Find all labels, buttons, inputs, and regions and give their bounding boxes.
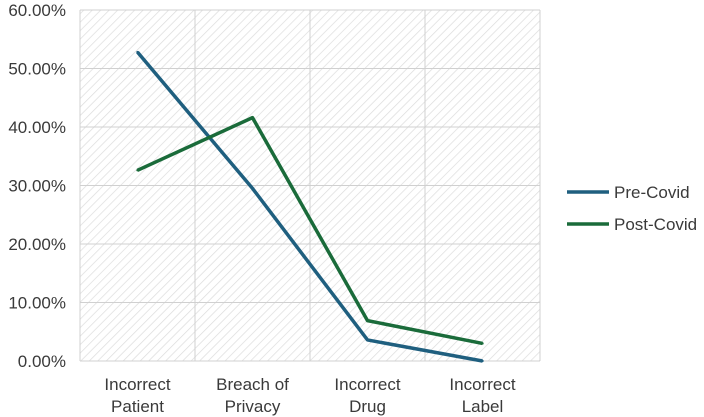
- data-point: [481, 342, 484, 345]
- series-line-post-covid: [136, 115, 483, 346]
- legend-label: Pre-Covid: [614, 183, 690, 202]
- y-tick-label: 40.00%: [8, 118, 66, 137]
- legend: Pre-Covid Post-Covid: [567, 183, 697, 234]
- series-lines: [136, 50, 484, 363]
- y-tick-label: 10.00%: [8, 294, 66, 313]
- data-point: [136, 169, 139, 172]
- x-axis-ticks: Incorrect Patient Breach of Privacy Incorrec…: [104, 375, 515, 416]
- y-tick-label: 30.00%: [8, 177, 66, 196]
- data-point: [251, 187, 254, 190]
- y-tick-label: 50.00%: [8, 60, 66, 79]
- y-axis-ticks: 0.00% 10.00% 20.00% 30.00% 40.00% 50.00% 60.00…: [8, 1, 66, 371]
- gridlines: [79, 9, 541, 362]
- x-tick-label: Incorrect Label: [449, 375, 515, 416]
- data-point: [366, 319, 369, 322]
- y-tick-label: 60.00%: [8, 1, 66, 20]
- y-tick-label: 20.00%: [8, 235, 66, 254]
- series-line-pre-covid: [136, 50, 483, 363]
- data-point: [366, 338, 369, 342]
- y-tick-label: 0.00%: [18, 352, 66, 371]
- legend-label: Post-Covid: [614, 215, 697, 234]
- x-tick-label: Breach of Privacy: [216, 375, 289, 416]
- data-point: [481, 359, 484, 363]
- x-tick-label: Incorrect Drug: [334, 375, 400, 416]
- data-point: [136, 50, 139, 54]
- x-tick-label: Incorrect Patient: [104, 375, 170, 416]
- data-point: [251, 116, 254, 119]
